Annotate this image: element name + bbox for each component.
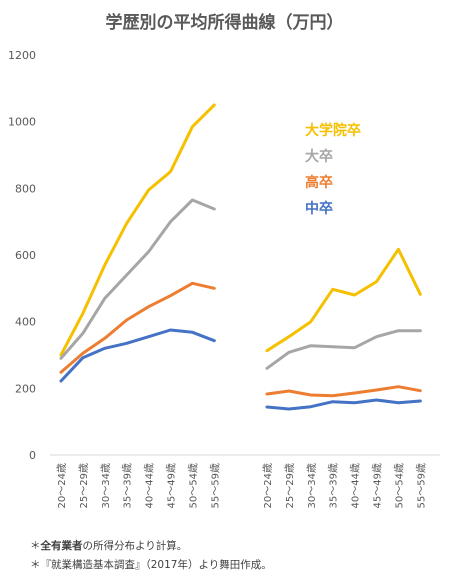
series-line-中卒 xyxy=(59,328,216,383)
y-tick-label: 1000 xyxy=(8,116,36,129)
x-tick-label: 50～54歳 xyxy=(187,463,199,508)
series-line-高卒 xyxy=(59,281,216,374)
y-tick-label: 400 xyxy=(15,316,36,329)
series-lines xyxy=(59,103,422,411)
x-tick-label: 55～59歳 xyxy=(415,463,427,508)
x-tick-label: 30～34歳 xyxy=(306,463,318,508)
series-line-大学院卒 xyxy=(265,247,422,353)
y-tick-label: 800 xyxy=(15,182,36,195)
x-tick-label: 40～44歳 xyxy=(350,463,362,508)
x-tick-label: 35～39歳 xyxy=(328,463,340,508)
x-tick-label: 30～34歳 xyxy=(100,463,112,508)
chart-title: 学歴別の平均所得曲線（万円） xyxy=(105,13,344,33)
x-tick-label: 55～59歳 xyxy=(209,463,221,508)
x-tick-label: 25～29歳 xyxy=(284,463,296,508)
x-tick-label: 35～39歳 xyxy=(122,463,134,508)
y-tick-label: 1200 xyxy=(8,49,36,62)
x-tick-label: 50～54歳 xyxy=(393,463,405,508)
footnote-1-mark: ＊ xyxy=(30,540,41,552)
y-tick-label: 200 xyxy=(15,382,36,395)
series-line-高卒 xyxy=(265,385,422,398)
x-tick-label: 45～49歳 xyxy=(372,463,384,508)
x-tick-label: 20～24歳 xyxy=(56,463,68,508)
y-tick-label: 0 xyxy=(29,449,36,462)
series-line-中卒 xyxy=(265,398,422,411)
legend-item: 大学院卒 xyxy=(305,122,361,139)
legend-item: 高卒 xyxy=(305,174,333,191)
x-tick-label: 45～49歳 xyxy=(166,463,178,508)
y-tick-label: 600 xyxy=(15,249,36,262)
axes: 0 200 400 600 800 1000 1200 20～24歳 25～29歳 30～34歳 3… xyxy=(8,49,440,508)
series-line-大卒 xyxy=(265,329,422,370)
legend-item: 大卒 xyxy=(305,148,333,165)
series-line-大卒 xyxy=(59,198,216,360)
x-tick-label: 20～24歳 xyxy=(262,463,274,508)
footnote-1-text: の所得分布より計算。 xyxy=(82,540,188,552)
x-tick-label: 25～29歳 xyxy=(78,463,90,508)
legend-item: 中卒 xyxy=(305,200,333,217)
x-tick-label: 40～44歳 xyxy=(144,463,156,508)
footnote-2: ＊『就業構造基本調査』（2017年）より舞田作成。 xyxy=(30,559,272,571)
series-line-大学院卒 xyxy=(59,103,216,357)
footnote-1: ＊全有業者の所得分布より計算。 xyxy=(30,538,187,553)
footnote-1-bold: 全有業者 xyxy=(40,540,83,552)
